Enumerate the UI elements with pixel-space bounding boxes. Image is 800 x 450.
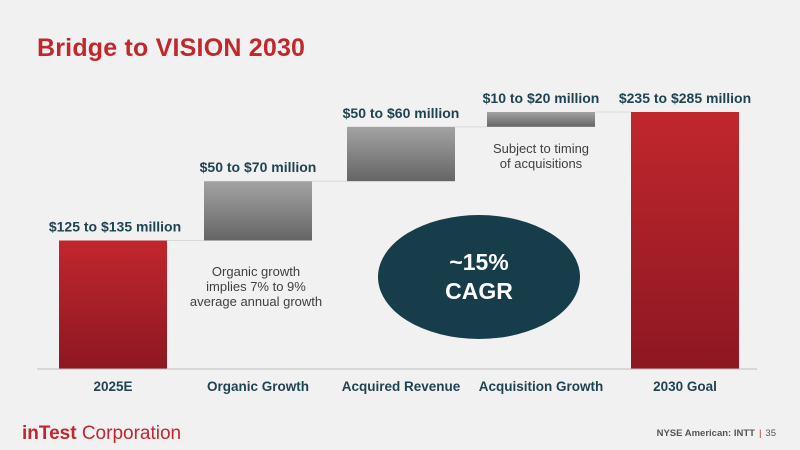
cagr-callout: ~15% CAGR: [378, 215, 580, 339]
annotation-0-line-0: Organic growth: [212, 264, 300, 279]
category-label-3: Acquisition Growth: [479, 379, 604, 394]
logo-brand: inTest: [22, 423, 77, 444]
annotation-0-line-2: average annual growth: [190, 294, 322, 309]
logo-corporation: Corporation: [81, 423, 182, 444]
footer-separator: |: [758, 428, 762, 439]
annotation-0-line-1: implies 7% to 9%: [206, 279, 306, 294]
cagr-ellipse: [378, 215, 580, 339]
bar-0: [59, 240, 167, 369]
bar-4: [631, 112, 739, 369]
cagr-label: CAGR: [445, 278, 513, 304]
footer-info: NYSE American: INTT | 35: [657, 428, 776, 439]
cagr-percent: ~15%: [449, 249, 508, 275]
exchange-ticker: NYSE American: INTT: [656, 428, 755, 439]
bar-2: [347, 126, 455, 182]
value-label-1: $50 to $70 million: [200, 159, 317, 175]
category-label-0: 2025E: [93, 379, 132, 394]
page-number: 35: [765, 428, 776, 439]
value-label-0: $125 to $135 million: [49, 219, 181, 235]
annotation-1-line-0: Subject to timing: [493, 141, 589, 156]
intest-logo: inTest Corporation: [22, 423, 181, 445]
value-label-3: $10 to $20 million: [483, 90, 600, 106]
value-label-2: $50 to $60 million: [343, 105, 460, 121]
bar-1: [204, 181, 312, 241]
category-label-2: Acquired Revenue: [342, 379, 461, 394]
annotation-1-line-1: of acquisitions: [500, 156, 583, 171]
bar-3: [487, 112, 595, 127]
slide-title: Bridge to VISION 2030: [37, 34, 306, 62]
value-label-4: $235 to $285 million: [619, 90, 751, 106]
category-label-1: Organic Growth: [207, 379, 309, 394]
category-label-4: 2030 Goal: [653, 379, 717, 394]
